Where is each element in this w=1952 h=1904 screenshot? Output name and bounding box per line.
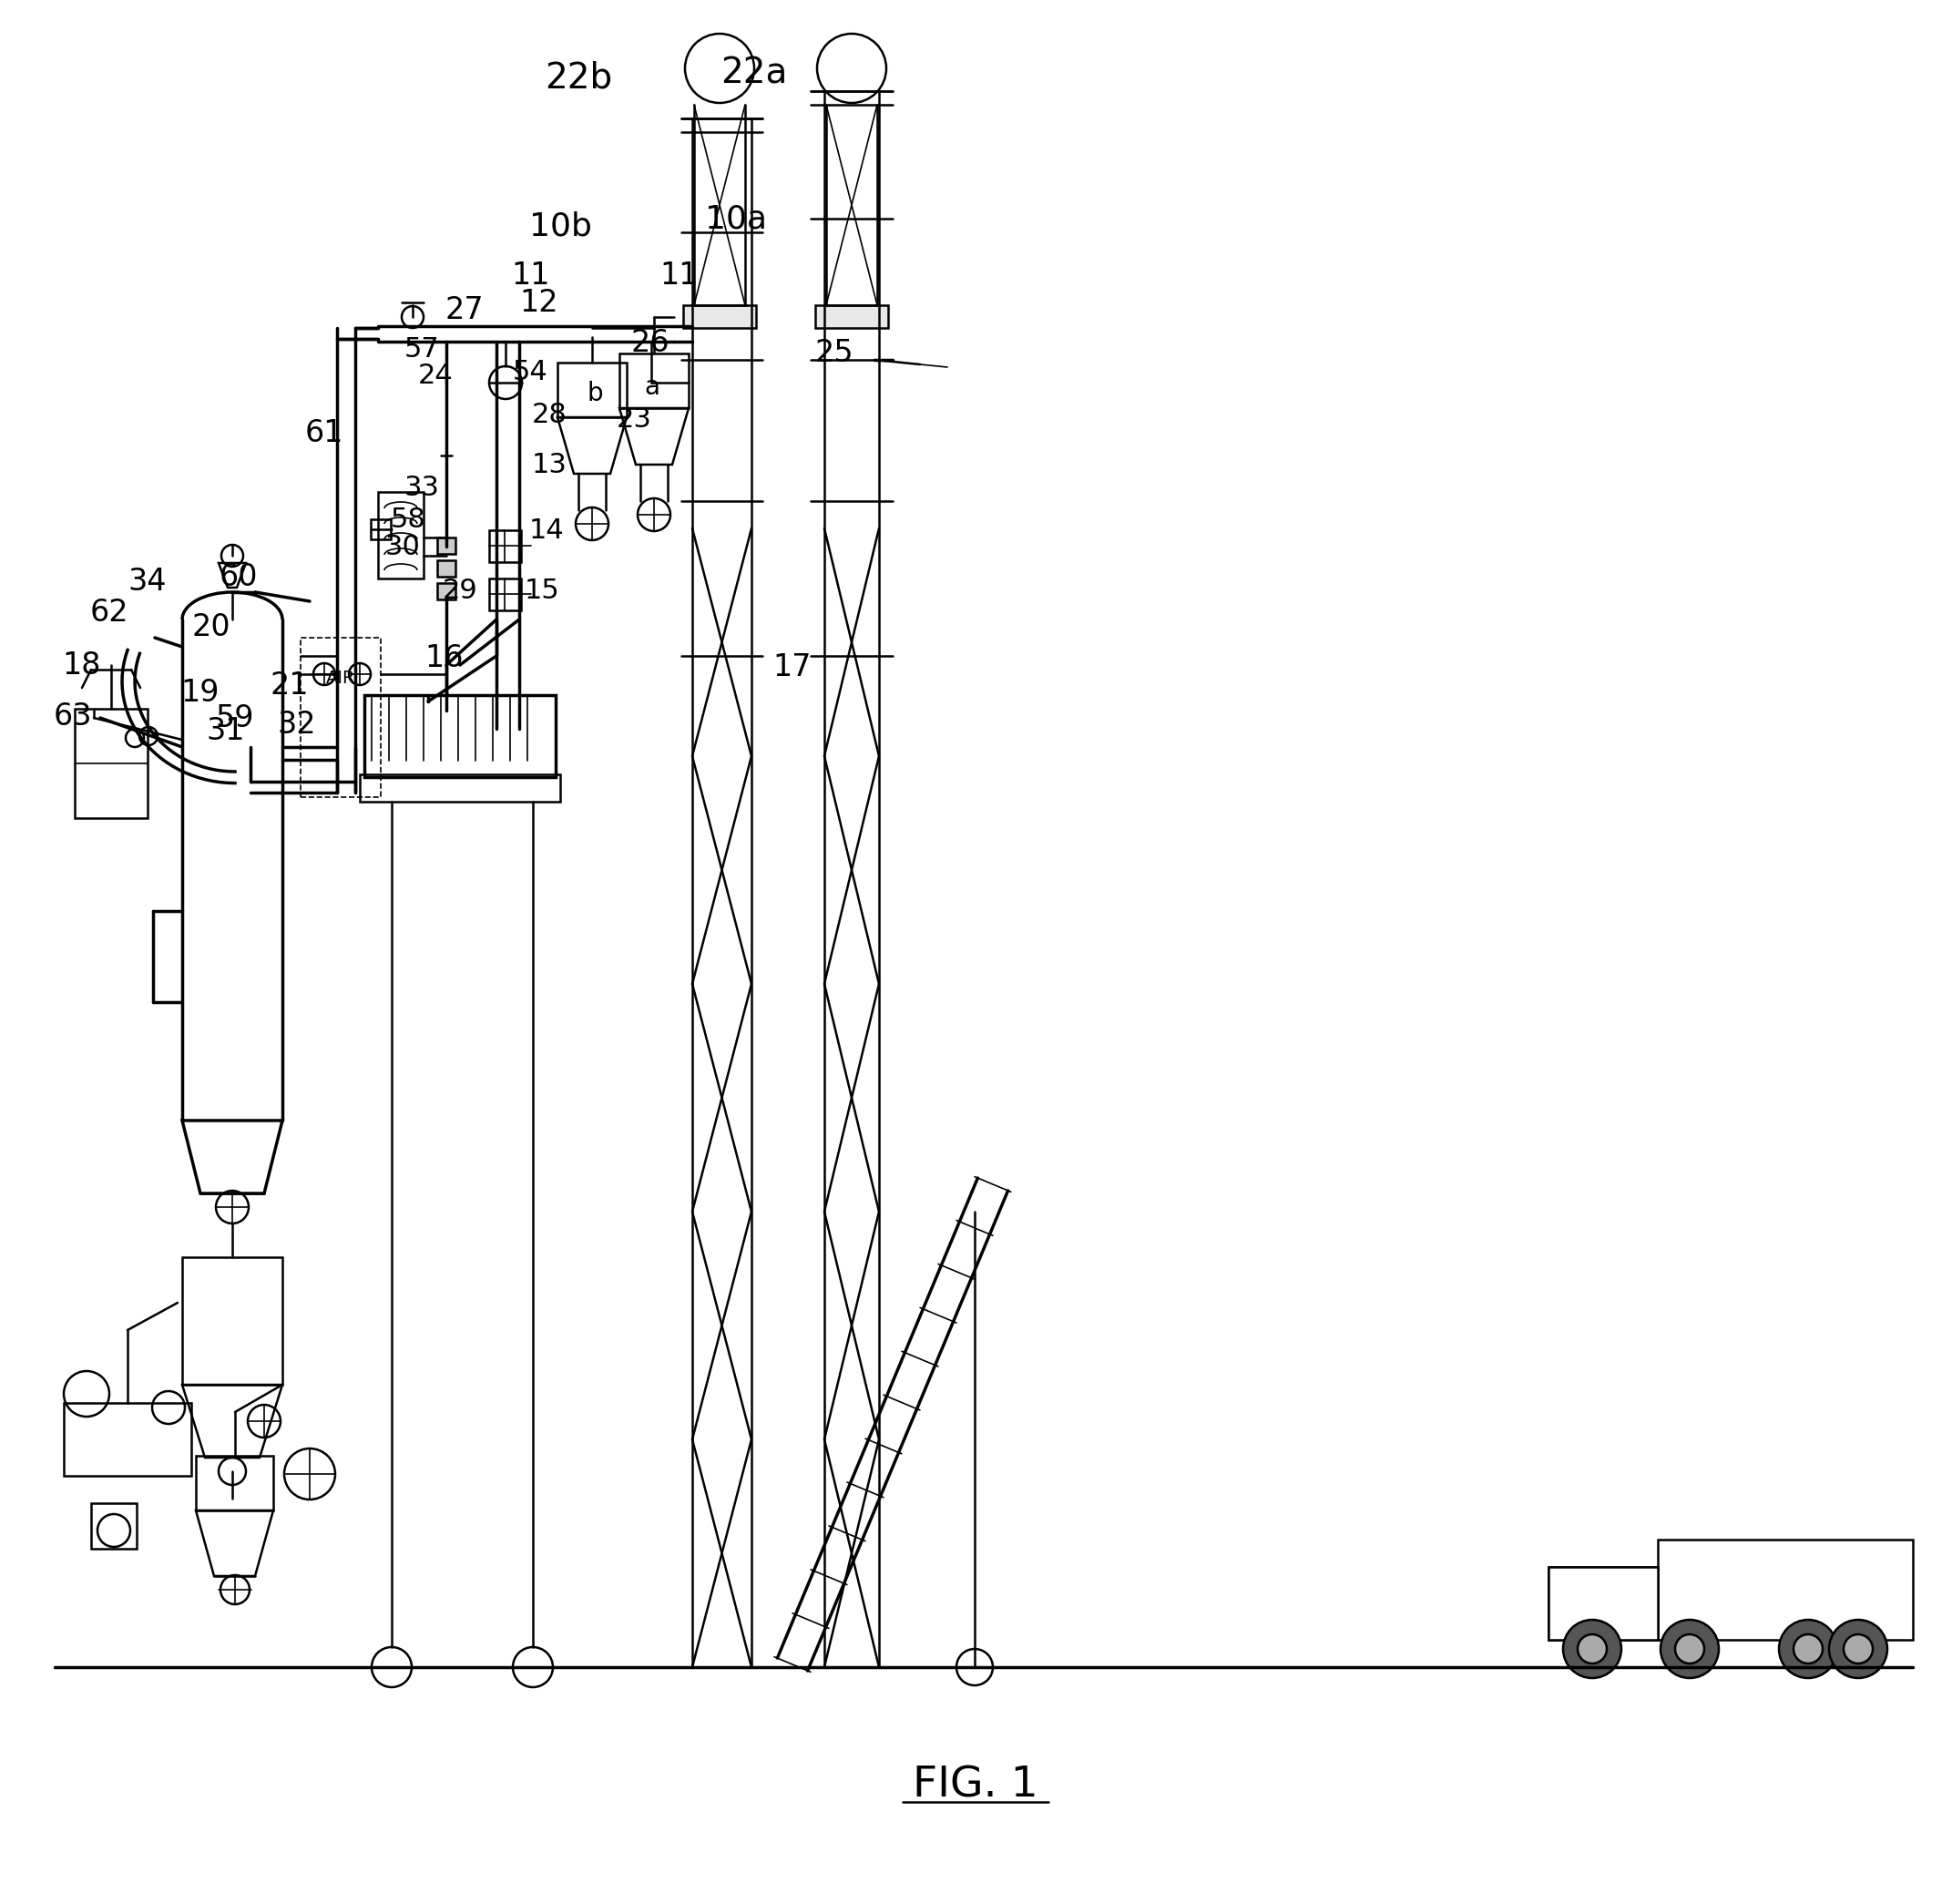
Text: 25: 25: [814, 337, 853, 367]
Text: 21: 21: [269, 670, 308, 701]
Text: 12: 12: [519, 288, 558, 318]
Text: 57: 57: [404, 335, 439, 362]
Text: 32: 32: [277, 708, 316, 739]
Bar: [92, 1502, 137, 1548]
Text: a: a: [644, 375, 660, 400]
Circle shape: [1675, 1634, 1704, 1664]
Text: 22a: 22a: [720, 55, 787, 89]
Bar: [74, 708, 148, 819]
Text: 26: 26: [630, 327, 670, 358]
Bar: [301, 638, 381, 798]
Text: 59: 59: [215, 703, 254, 733]
Text: 18: 18: [62, 649, 102, 680]
Text: 17: 17: [773, 651, 812, 682]
Text: 62: 62: [90, 598, 129, 626]
Text: FIG. 1: FIG. 1: [914, 1765, 1038, 1807]
Polygon shape: [1548, 1567, 1657, 1639]
Bar: [816, 305, 888, 327]
Text: 22b: 22b: [545, 61, 613, 95]
Bar: [490, 529, 521, 562]
Bar: [683, 305, 755, 327]
Circle shape: [1794, 1634, 1823, 1664]
Bar: [365, 695, 556, 777]
Text: 20: 20: [191, 611, 230, 642]
Text: 10a: 10a: [705, 204, 767, 234]
Text: 28: 28: [531, 402, 566, 428]
Bar: [195, 1457, 273, 1510]
Bar: [619, 354, 689, 407]
Text: 31: 31: [207, 716, 246, 746]
Circle shape: [1577, 1634, 1606, 1664]
Text: 54: 54: [513, 358, 549, 385]
Circle shape: [1829, 1620, 1888, 1677]
Circle shape: [1564, 1620, 1622, 1677]
Circle shape: [1661, 1620, 1720, 1677]
Bar: [437, 583, 455, 600]
Text: b: b: [588, 381, 603, 406]
Circle shape: [1778, 1620, 1837, 1677]
Text: 10b: 10b: [529, 211, 591, 242]
Bar: [1657, 1540, 1913, 1639]
Bar: [558, 362, 627, 417]
Text: 11: 11: [660, 261, 699, 289]
Text: 29: 29: [443, 577, 478, 604]
Bar: [437, 560, 455, 577]
Text: 63: 63: [53, 701, 92, 731]
Text: 15: 15: [525, 577, 560, 604]
Text: 13: 13: [531, 451, 566, 478]
Bar: [490, 579, 521, 611]
Bar: [379, 491, 424, 579]
Text: 61: 61: [305, 417, 344, 447]
Circle shape: [1843, 1634, 1872, 1664]
Bar: [1548, 1567, 1657, 1639]
Bar: [359, 775, 560, 802]
Text: 24: 24: [418, 362, 453, 388]
Text: 33: 33: [404, 474, 439, 501]
Text: 11: 11: [511, 261, 550, 289]
Bar: [64, 1403, 191, 1476]
Bar: [437, 537, 455, 554]
Text: 58: 58: [390, 506, 426, 533]
Text: 27: 27: [445, 295, 484, 326]
Text: 34: 34: [129, 565, 168, 596]
Text: 30: 30: [385, 533, 420, 560]
Text: 14: 14: [529, 518, 564, 543]
Text: AIR: AIR: [326, 668, 355, 687]
Text: 16: 16: [426, 644, 465, 672]
Text: 19: 19: [182, 678, 221, 708]
Text: 23: 23: [617, 406, 652, 432]
Bar: [371, 520, 390, 539]
Text: 60: 60: [219, 562, 258, 592]
